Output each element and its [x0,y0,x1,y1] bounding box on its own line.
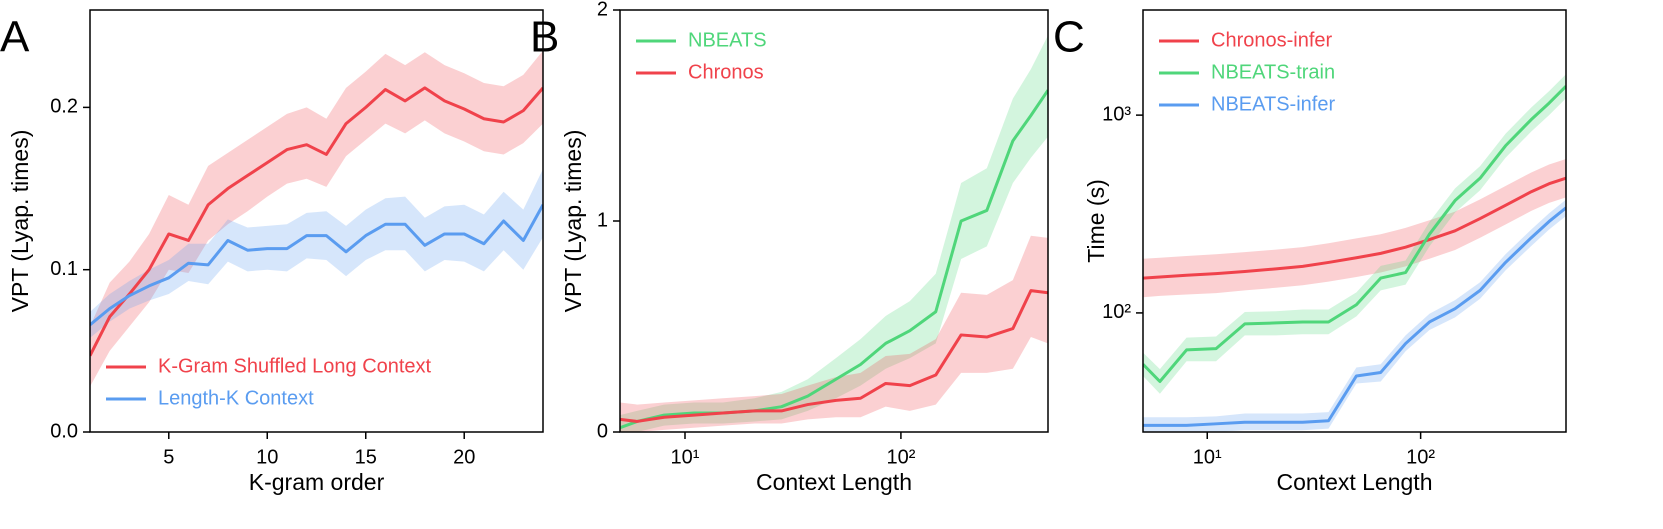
series-line [620,289,1048,423]
x-axis-label: K-gram order [249,469,385,495]
y-tick-label: 0.2 [50,96,78,118]
y-axis-label: Time (s) [1083,179,1109,262]
x-tick-label: 20 [453,446,475,468]
panel-label: A [0,13,30,62]
x-tick-label: 10² [886,446,915,468]
x-tick-label: 15 [355,446,377,468]
x-axis-label: Context Length [756,469,912,495]
legend-label: Chronos-infer [1211,29,1333,51]
legend-label: Chronos [688,61,764,83]
y-tick-label: 0 [597,420,608,442]
series-line [90,204,543,327]
plot-area [1143,74,1566,432]
confidence-band [90,50,543,387]
confidence-band [1143,159,1566,298]
x-tick-label: 10¹ [1193,446,1222,468]
legend-label: K-Gram Shuffled Long Context [158,355,432,377]
x-tick-label: 10² [1406,446,1435,468]
legend-label: NBEATS-infer [1211,93,1335,115]
y-tick-label: 10² [1102,301,1131,323]
panel-label: B [530,13,559,62]
y-tick-label: 10³ [1102,103,1131,125]
series-line [1143,176,1566,280]
legend-label: NBEATS [688,29,767,51]
y-axis-label: VPT (Lyap. times) [560,130,586,313]
panel-label: C [1053,13,1085,62]
axes-frame [89,9,544,433]
x-axis-label: Context Length [1276,469,1432,495]
confidence-band [1143,199,1566,432]
series-line [1143,85,1566,384]
series-line [1143,206,1566,427]
confidence-band [620,35,1048,432]
confidence-band [90,169,543,338]
plot-area [90,50,543,387]
x-tick-label: 5 [163,446,174,468]
legend-label: NBEATS-train [1211,61,1335,83]
legend-label: Length-K Context [158,387,314,409]
x-tick-label: 10 [256,446,278,468]
series-line [620,89,1048,430]
plot-area [620,35,1048,432]
y-tick-label: 0.1 [50,258,78,280]
confidence-band [1143,74,1566,394]
y-tick-label: 0.0 [50,420,78,442]
series-line [90,86,543,357]
y-tick-label: 2 [597,0,608,20]
y-tick-label: 1 [597,209,608,231]
axes-frame [1142,9,1567,433]
x-tick-label: 10¹ [671,446,700,468]
confidence-band [620,235,1048,432]
y-axis-label: VPT (Lyap. times) [7,130,33,313]
